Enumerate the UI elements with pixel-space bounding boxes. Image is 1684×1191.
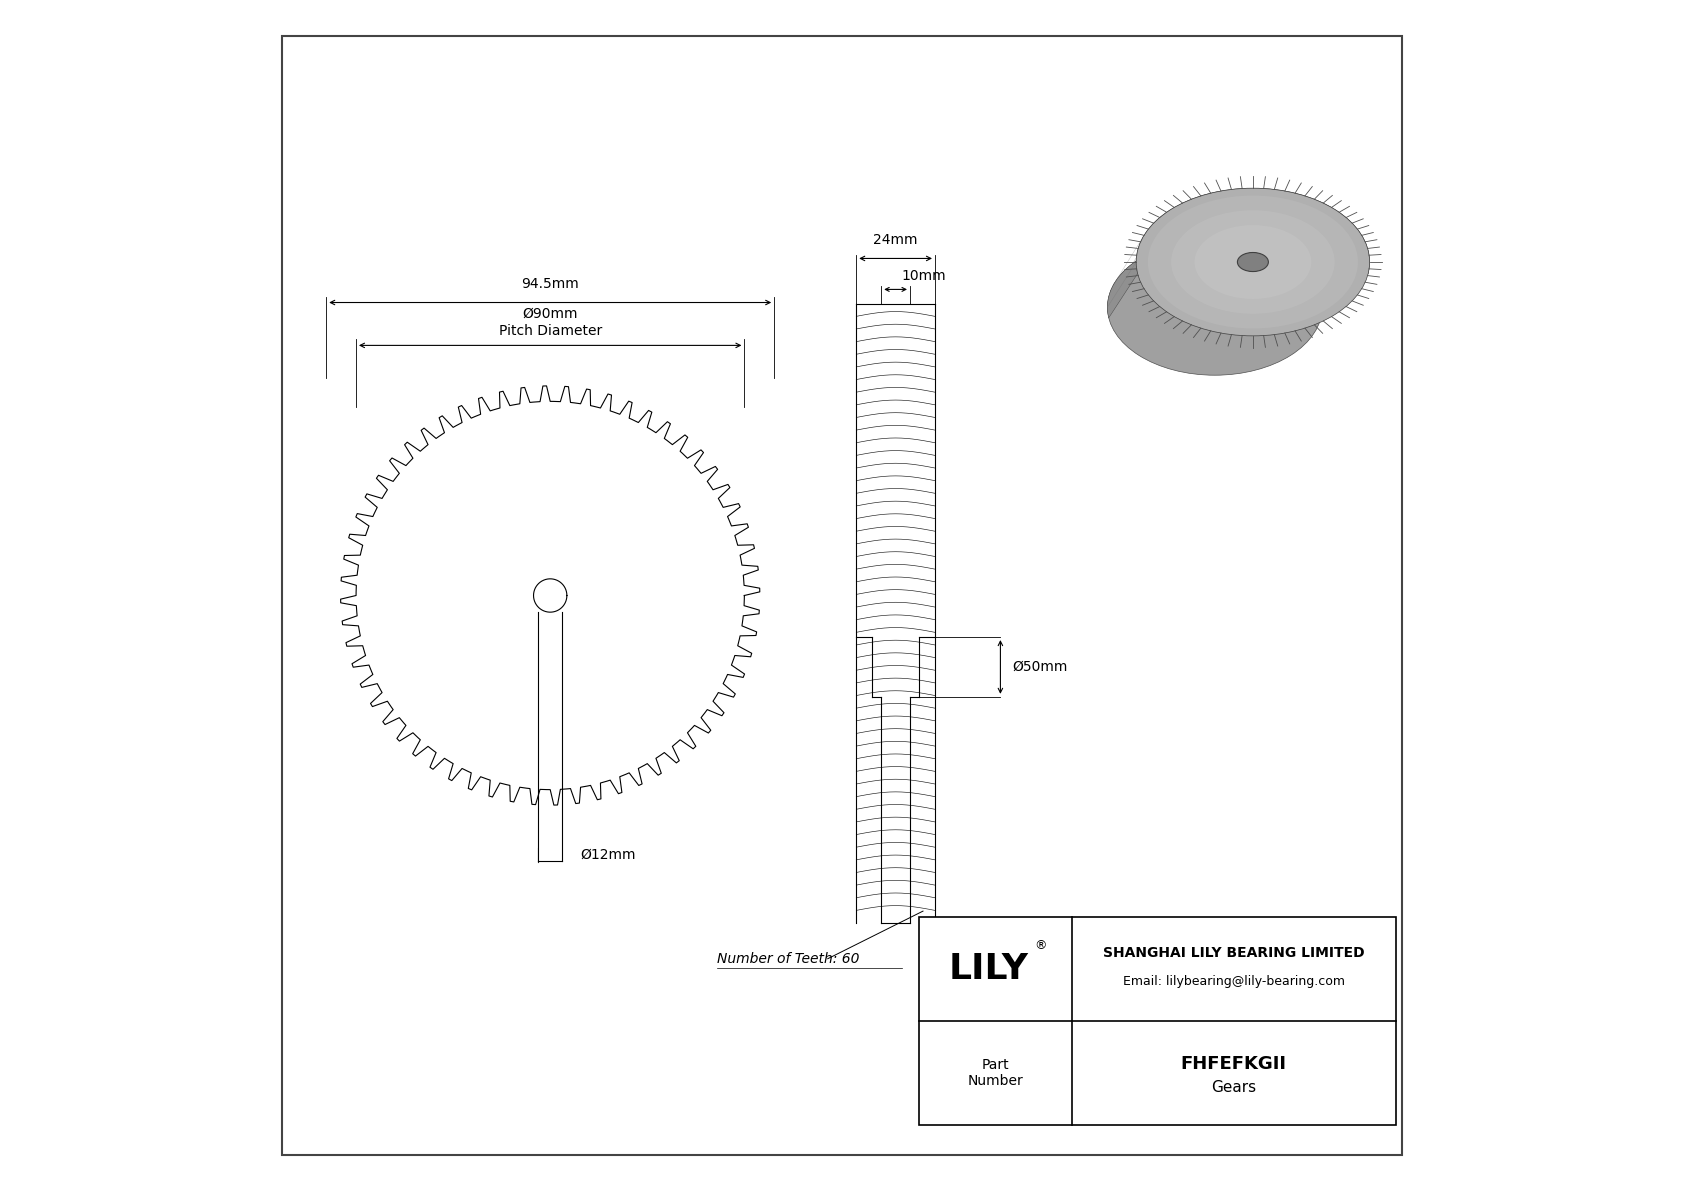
Text: Email: lilybearing@lily-bearing.com: Email: lilybearing@lily-bearing.com [1123,974,1346,987]
Polygon shape [1108,188,1369,318]
Text: Ø50mm: Ø50mm [1012,660,1068,674]
Ellipse shape [1137,188,1369,336]
Text: 24mm: 24mm [874,232,918,247]
Bar [919,917,1396,1125]
Ellipse shape [1148,195,1357,329]
Text: LILY: LILY [948,952,1029,986]
Text: Part
Number: Part Number [968,1059,1024,1089]
Text: Ø12mm: Ø12mm [579,848,635,862]
Text: 10mm: 10mm [901,269,946,283]
Text: FHFEFKGII: FHFEFKGII [1180,1055,1287,1073]
Text: SHANGHAI LILY BEARING LIMITED: SHANGHAI LILY BEARING LIMITED [1103,946,1364,960]
Ellipse shape [1238,252,1268,272]
Text: 94.5mm: 94.5mm [522,276,579,291]
Ellipse shape [1194,225,1312,299]
Ellipse shape [1170,211,1335,313]
Ellipse shape [1108,239,1322,375]
Text: Gears: Gears [1211,1080,1256,1096]
Text: Ø90mm
Pitch Diameter: Ø90mm Pitch Diameter [498,307,601,338]
Text: ®: ® [1034,939,1047,952]
Text: Number of Teeth: 60: Number of Teeth: 60 [717,952,859,966]
